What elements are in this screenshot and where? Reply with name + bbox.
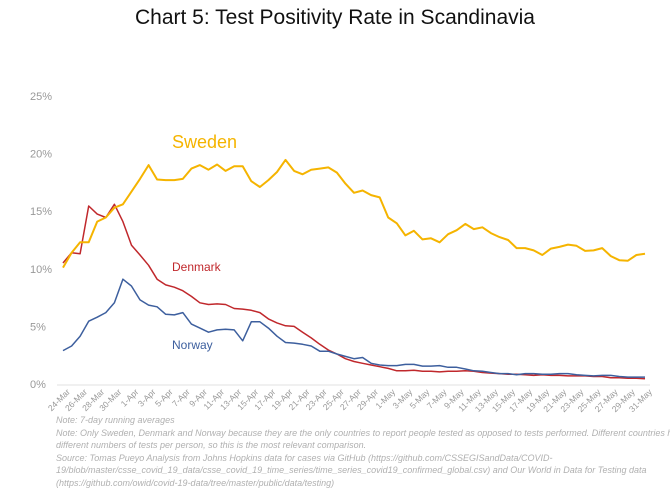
note-line: (https://github.com/owid/covid-19-data/t… [56, 477, 335, 488]
series-line-sweden [62, 158, 646, 269]
y-tick-label: 10% [30, 264, 52, 276]
note-line: Note: Only Sweden, Denmark and Norway be… [56, 427, 670, 438]
note-line: different numbers of tests per person, s… [56, 440, 367, 450]
note-line: Note: 7-day running averages [56, 415, 175, 425]
x-tick-label: 1-Apr [119, 387, 141, 409]
y-tick-label: 15% [30, 206, 52, 218]
x-tick-label: 7-Apr [170, 387, 192, 409]
note-line: Source: Tomas Pueyo Analysis from Johns … [56, 452, 553, 463]
series-line-norway [62, 278, 645, 378]
x-tick-label: 3-Apr [136, 387, 158, 409]
y-tick-label: 25% [30, 91, 52, 103]
chart-title: Chart 5: Test Positivity Rate in Scandin… [135, 6, 535, 29]
series-label-sweden: Sweden [172, 132, 237, 152]
note-line: 19/blob/master/csse_covid_19_data/csse_c… [56, 465, 647, 475]
series-line-denmark [62, 203, 646, 380]
y-tick-label: 20% [30, 149, 52, 161]
x-tick-label: 5-Apr [153, 387, 175, 409]
y-tick-label: 0% [30, 379, 46, 391]
series-label-norway: Norway [172, 338, 213, 352]
series-label-denmark: Denmark [172, 260, 222, 274]
y-tick-label: 5% [30, 321, 46, 333]
chart-notes: Note: 7-day running averages Note: Only … [56, 414, 670, 489]
